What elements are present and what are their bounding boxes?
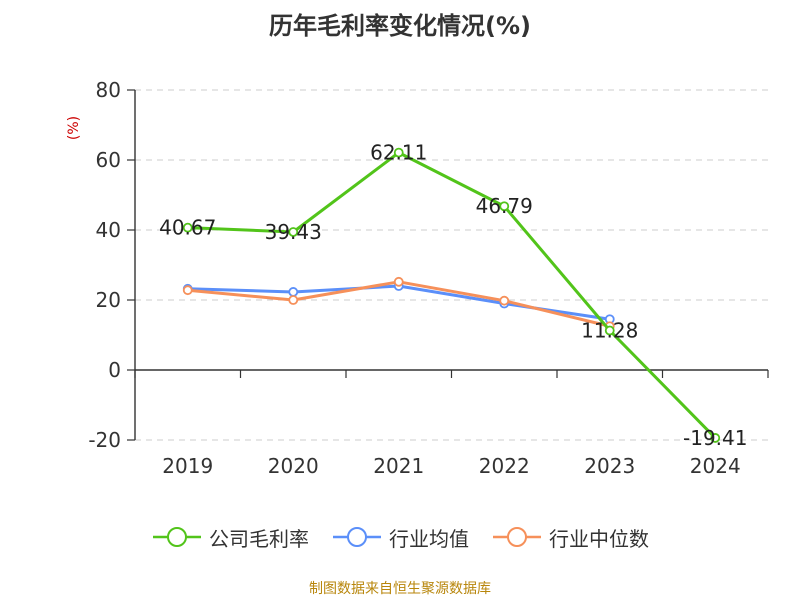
- legend-swatch-icon: [493, 527, 541, 547]
- y-tick-label: 40: [96, 218, 121, 242]
- series-layer: [182, 147, 721, 443]
- line-chart: -20 0 20 40 60 80 2019 2020 2021 2022 2023 2024 (%)…: [66, 78, 769, 478]
- legend-item[interactable]: 行业均值: [331, 523, 469, 552]
- legend-label: 行业均值: [389, 526, 469, 551]
- y-tick-label: 80: [96, 78, 121, 102]
- x-tick-label: 2019: [162, 454, 213, 478]
- legend-item[interactable]: 公司毛利率: [151, 523, 309, 552]
- gridlines: [135, 89, 768, 441]
- data-label: 39.43: [265, 220, 322, 244]
- data-point: [499, 295, 510, 306]
- y-tick-label: -20: [88, 428, 121, 452]
- x-tick-label: 2023: [584, 454, 635, 478]
- y-tick-label: 0: [108, 358, 121, 382]
- x-tick-label: 2020: [268, 454, 319, 478]
- footer-credit: 制图数据来自恒生聚源数据库: [309, 581, 491, 597]
- axes: -20 0 20 40 60 80 2019 2020 2021 2022 2023 2024: [88, 78, 769, 478]
- data-point: [499, 201, 510, 212]
- data-label: -19.41: [683, 426, 747, 450]
- x-tick-label: 2021: [373, 454, 424, 478]
- series-line-1: [187, 284, 610, 321]
- data-label: 11.28: [581, 319, 638, 343]
- data-point: [288, 295, 299, 305]
- legend-label: 公司毛利率: [209, 526, 309, 551]
- x-tick-label: 2024: [690, 454, 741, 478]
- x-tick-label: 2022: [479, 454, 530, 478]
- legend: 公司毛利率 行业均值 行业中位数: [0, 520, 800, 554]
- data-point: [393, 276, 404, 287]
- legend-label: 行业中位数: [549, 526, 649, 551]
- data-point: [604, 325, 615, 336]
- data-label: 62.11: [370, 141, 427, 165]
- data-point: [393, 147, 404, 158]
- legend-item[interactable]: 行业中位数: [491, 523, 649, 552]
- y-tick-label: 60: [96, 148, 121, 172]
- y-tick-label: 20: [96, 288, 121, 312]
- legend-swatch-icon: [153, 527, 201, 547]
- data-point: [182, 285, 193, 296]
- data-point: [288, 227, 299, 237]
- data-label: 46.79: [476, 194, 533, 218]
- series-line-0: [187, 151, 717, 439]
- data-labels: 40.67 39.43 62.11 46.79 11.28 -19.41: [159, 141, 747, 450]
- data-point: [288, 287, 299, 297]
- data-point: [182, 222, 193, 233]
- data-label: 40.67: [159, 216, 216, 240]
- data-point: [710, 433, 721, 443]
- y-axis-label: (%): [66, 116, 82, 140]
- legend-swatch-icon: [333, 527, 381, 547]
- chart-title: 历年毛利率变化情况(%): [269, 12, 531, 40]
